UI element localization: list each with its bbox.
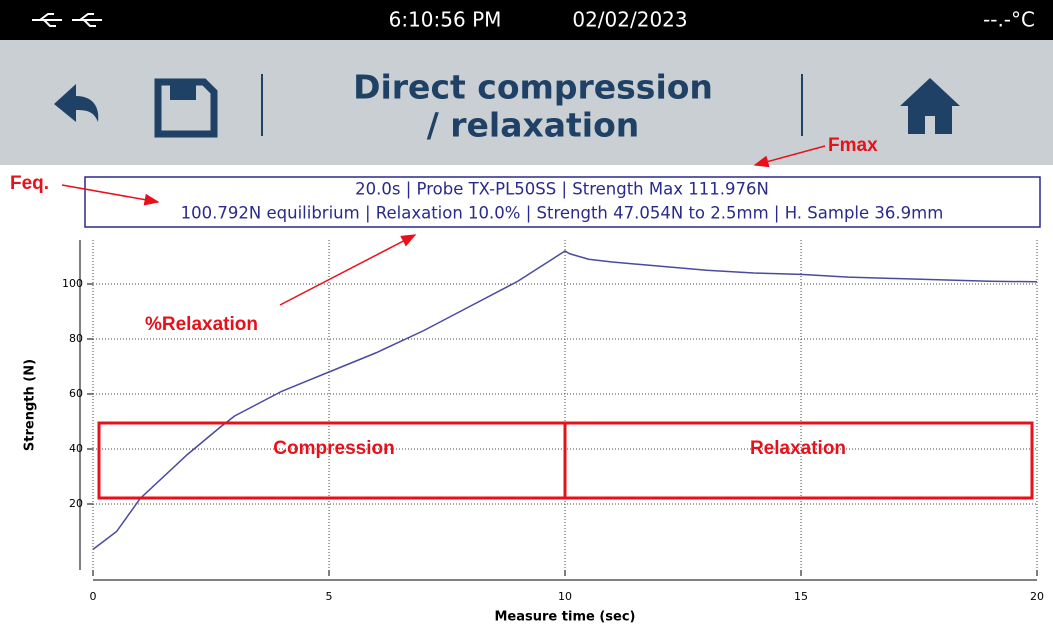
phase-box: [563, 421, 1034, 500]
y-tick-label: 100: [62, 277, 83, 290]
back-button[interactable]: [54, 84, 99, 122]
toolbar-title: Direct compression: [353, 68, 713, 107]
y-tick-label: 80: [69, 332, 83, 345]
x-tick-label: 5: [326, 590, 333, 603]
annotation-arrow: [279, 234, 417, 306]
status-temperature: --.-°C: [983, 8, 1035, 32]
annotation-arrow: [61, 184, 160, 206]
save-icon: [154, 78, 218, 138]
annotation-arrow: [753, 145, 826, 168]
x-tick-label: 15: [794, 590, 808, 603]
info-box: [84, 176, 1041, 228]
x-tick-label: 20: [1030, 590, 1044, 603]
x-tick-label: 10: [558, 590, 572, 603]
save-button[interactable]: [154, 78, 218, 138]
annotation: Fmax: [828, 135, 878, 156]
home-icon: [900, 78, 960, 134]
info-line: 100.792N equilibrium | Relaxation 10.0% …: [181, 204, 944, 223]
annotation: Relaxation: [750, 438, 846, 459]
home-icon-door: [925, 116, 935, 134]
y-tick-label: 20: [69, 497, 83, 510]
data-line: [92, 250, 1038, 550]
phase-box: [97, 421, 567, 500]
y-axis-label: Strength (N): [23, 359, 38, 451]
status-time: 6:10:56 PM: [389, 8, 502, 32]
status-bar: [0, 0, 1053, 40]
x-axis-label: Measure time (sec): [495, 610, 636, 625]
info-line: 20.0s | Probe TX-PL50SS | Strength Max 1…: [355, 180, 769, 199]
y-tick-label: 40: [69, 442, 83, 455]
annotation: %Relaxation: [145, 314, 258, 335]
usb-icons: [32, 13, 102, 27]
back-icon: [54, 84, 99, 122]
annotation: Compression: [273, 438, 394, 459]
y-tick-label: 60: [69, 387, 83, 400]
x-tick-label: 0: [90, 590, 97, 603]
save-icon-label: [170, 84, 196, 100]
status-date: 02/02/2023: [572, 8, 687, 32]
home-button[interactable]: [900, 78, 960, 134]
toolbar-title: / relaxation: [427, 106, 640, 145]
annotation: Feq.: [10, 173, 49, 194]
toolbar: [0, 40, 1053, 165]
